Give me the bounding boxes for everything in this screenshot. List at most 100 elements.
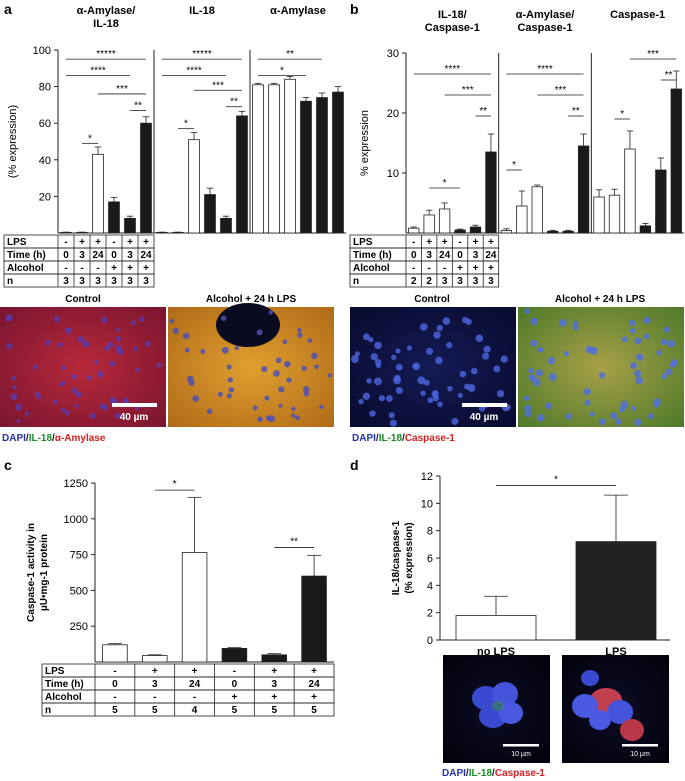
bar (316, 97, 328, 234)
nucleus (226, 393, 232, 399)
bar (172, 232, 184, 234)
table-cell: 3 (426, 250, 432, 261)
nucleus (134, 367, 140, 373)
table-cell: + (152, 666, 158, 677)
nucleus (435, 356, 443, 365)
nucleus (64, 410, 70, 416)
nucleus (45, 339, 51, 346)
nucleus (182, 332, 190, 340)
table-cell: 0 (112, 679, 118, 690)
nucleus (94, 359, 99, 365)
nucleus (132, 346, 139, 352)
nucleus (370, 352, 378, 361)
table-cell: + (143, 263, 149, 274)
table-cell: 0 (111, 250, 117, 261)
nucleus (12, 385, 17, 390)
chart-panel-a: 100 80 60 40 20 (% expression) α-Amylase/IL-18… (3, 5, 346, 288)
nucleus (362, 333, 370, 341)
nucleus (115, 345, 123, 352)
nucleus (523, 395, 530, 401)
nucleus (156, 362, 162, 368)
significance-label: *** (647, 49, 659, 60)
y-tick-label: 500 (70, 585, 88, 597)
nucleus (77, 335, 84, 343)
bar (438, 208, 451, 234)
bar (575, 541, 657, 641)
nucleus (109, 360, 116, 367)
y-tick-label: 4 (427, 580, 433, 592)
table-cell: - (443, 263, 446, 274)
bar (547, 230, 559, 234)
group-title: Caspase-1 (610, 9, 665, 21)
table-cell: 3 (127, 276, 133, 287)
nucleus (465, 318, 472, 325)
table-cell: + (127, 237, 133, 248)
table-row-label: LPS (353, 237, 373, 248)
nucleus (75, 391, 82, 398)
nucleus (314, 364, 319, 370)
table-row (41, 676, 335, 691)
scale-bar-label: 10 µm (630, 751, 650, 758)
table-row (41, 689, 335, 704)
micrograph-d-legend: DAPI/IL-18/Caspase-1 (442, 768, 545, 779)
legend-sep: / (26, 433, 29, 444)
nucleus (378, 395, 385, 402)
nucleus (391, 354, 397, 361)
legend-sep: / (492, 768, 495, 779)
nucleus (366, 378, 372, 384)
table-cell: + (192, 666, 198, 677)
nucleus (447, 385, 453, 392)
nucleus (622, 336, 629, 343)
bar (261, 654, 287, 663)
nucleus (374, 341, 382, 350)
table-row (41, 663, 335, 678)
nucleus (437, 401, 443, 408)
table-cell: - (96, 263, 99, 274)
nucleus (71, 373, 77, 380)
nucleus (217, 391, 223, 397)
table-cell: 3 (143, 276, 149, 287)
nucleus (643, 316, 651, 324)
nucleus (500, 355, 508, 363)
nucleus (585, 345, 594, 354)
table-cell: 2 (426, 276, 432, 287)
nucleus (395, 363, 403, 371)
significance-label: * (173, 479, 177, 490)
bar (204, 194, 216, 234)
bar (252, 84, 264, 234)
table-cell: 5 (112, 705, 118, 716)
nucleus (65, 327, 73, 334)
bar (500, 230, 513, 234)
y-tick-label: 2 (427, 608, 433, 620)
nucleus (630, 405, 637, 412)
nucleus (86, 375, 93, 381)
table-cell: 0 (63, 250, 69, 261)
nucleus (62, 380, 67, 385)
table-cell: 3 (63, 276, 69, 287)
nucleus (634, 337, 642, 345)
legend-il18: IL-18 (379, 433, 403, 444)
table-cell: 24 (485, 250, 497, 261)
table-cell: 24 (140, 250, 152, 261)
bar (562, 230, 574, 234)
nucleus (393, 374, 401, 382)
bar (124, 217, 136, 234)
nucleus (104, 345, 110, 351)
bar (577, 145, 590, 234)
y-axis-label: % expression (359, 110, 371, 176)
y-tick-label: 10 (387, 168, 399, 180)
nucleus (228, 386, 235, 393)
nucleus (5, 315, 12, 322)
bar (516, 205, 528, 234)
nucleus (307, 338, 313, 343)
nucleus (368, 337, 374, 343)
y-axis-label: Caspase-1 activity in (26, 523, 37, 622)
nucleus (442, 317, 451, 325)
significance-label: *** (462, 85, 474, 96)
nucleus (524, 404, 532, 413)
table-cell: + (127, 263, 133, 274)
table-row-label: n (7, 276, 13, 287)
nucleus (496, 389, 505, 398)
nucleus (598, 372, 606, 379)
nucleus (100, 316, 108, 324)
